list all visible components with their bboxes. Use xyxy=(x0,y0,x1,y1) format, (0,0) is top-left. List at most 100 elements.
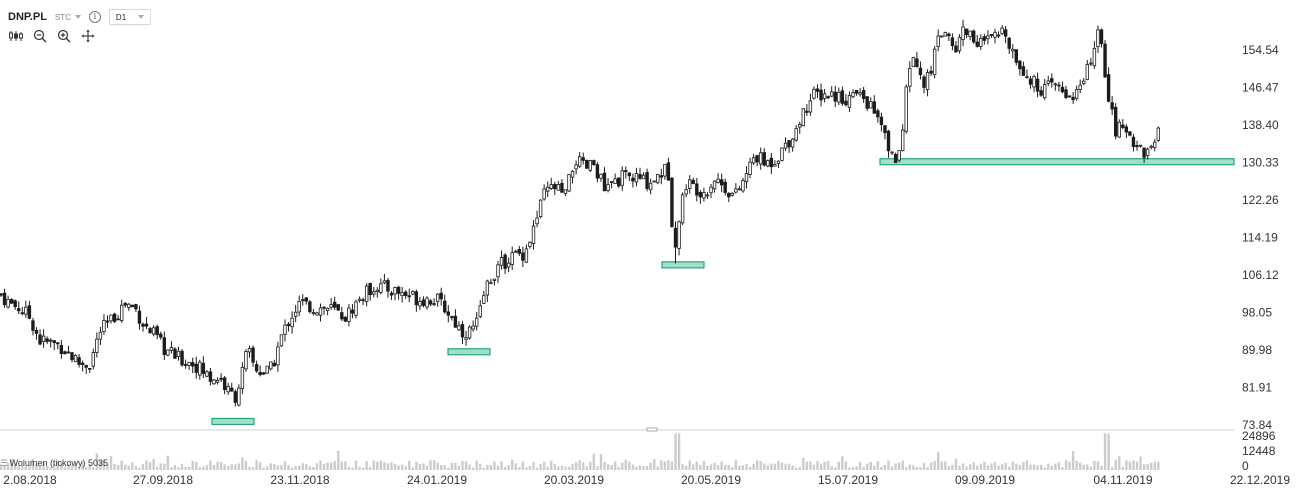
candle-body xyxy=(830,91,834,97)
candle-body xyxy=(127,303,131,308)
move-icon[interactable] xyxy=(80,28,96,44)
volume-bar xyxy=(195,461,198,470)
pane-resize-handle[interactable] xyxy=(646,427,658,432)
candle-body xyxy=(244,351,248,370)
volume-bar xyxy=(958,465,961,470)
candle-body xyxy=(677,221,681,249)
support-zones[interactable] xyxy=(211,158,1235,426)
volume-bar xyxy=(269,463,272,470)
volume-bar xyxy=(294,466,297,470)
candle-body xyxy=(382,280,387,284)
volume-bar xyxy=(1054,463,1057,470)
volume-bar xyxy=(116,464,120,470)
info-icon[interactable]: i xyxy=(88,11,101,23)
candle-body xyxy=(1000,27,1004,34)
volume-bar xyxy=(883,464,887,470)
x-tick-label: 20.05.2019 xyxy=(681,473,741,487)
volume-bar xyxy=(24,465,28,470)
candle-body xyxy=(176,350,181,358)
interval-select[interactable]: D1 xyxy=(108,9,152,25)
volume-bar xyxy=(986,465,990,470)
candle-body xyxy=(375,289,379,293)
candle-body xyxy=(556,184,561,191)
candle-body xyxy=(283,324,287,335)
volume-bar xyxy=(599,454,603,470)
volume-bar xyxy=(809,461,812,470)
candle-body xyxy=(134,304,138,310)
volume-bar xyxy=(752,463,755,470)
volume-bar xyxy=(74,462,77,470)
candle-body xyxy=(553,184,557,190)
candle-body xyxy=(609,181,614,184)
volume-bar xyxy=(564,466,567,470)
volume-bar xyxy=(869,462,872,470)
volume-bar xyxy=(42,462,45,470)
volume-bar xyxy=(887,460,890,470)
volume-bar xyxy=(503,466,507,470)
volume-bar xyxy=(1132,460,1135,470)
candle-body xyxy=(194,363,198,373)
volume-bar xyxy=(1146,463,1149,470)
volume-bar xyxy=(411,467,414,470)
volume-bar xyxy=(493,461,496,470)
volume-bar xyxy=(1125,460,1128,470)
candle-body xyxy=(350,309,355,314)
candle-body xyxy=(109,314,113,322)
candle-body xyxy=(1039,90,1043,96)
candle-body xyxy=(141,323,145,327)
volume-bar xyxy=(400,464,404,470)
candle-body xyxy=(1131,136,1136,148)
candle-body xyxy=(1035,78,1040,92)
candle-body xyxy=(343,316,348,322)
volume-bar xyxy=(1018,464,1022,470)
candle-body xyxy=(372,291,376,295)
volume-bar xyxy=(386,463,390,470)
candle-body xyxy=(940,35,944,38)
volume-bar xyxy=(170,467,173,470)
candle-body xyxy=(2,292,7,306)
volume-bar xyxy=(21,465,24,470)
volume-bar xyxy=(482,467,485,470)
volume-bar xyxy=(603,461,606,470)
candle-body xyxy=(151,327,156,335)
candle-body xyxy=(411,291,415,295)
candle-body xyxy=(205,371,209,377)
candle-body xyxy=(854,89,859,94)
candle-body xyxy=(265,365,269,374)
candle-body xyxy=(723,181,727,193)
candle-body xyxy=(766,160,770,167)
candle-body xyxy=(1071,96,1075,101)
candle-body xyxy=(1046,80,1050,84)
market-selector[interactable]: STC xyxy=(55,13,81,22)
symbol-label: DNP.PL xyxy=(8,11,47,23)
volume-bar xyxy=(922,462,926,470)
candles-icon[interactable] xyxy=(8,28,24,44)
candle-body xyxy=(27,305,32,319)
candle-body xyxy=(531,225,536,245)
candle-body xyxy=(954,45,958,53)
volume-bar xyxy=(45,466,49,470)
candle-body xyxy=(379,283,383,293)
candle-body xyxy=(311,312,316,314)
zoom-in-icon[interactable] xyxy=(56,28,72,44)
menu-icon[interactable]: ☰ xyxy=(0,458,8,468)
volume-bar xyxy=(582,462,585,470)
candle-body xyxy=(332,301,337,308)
volume-bar xyxy=(546,466,549,470)
candle-body xyxy=(120,304,124,321)
zoom-out-icon[interactable] xyxy=(32,28,48,44)
candle-body xyxy=(957,36,962,52)
candle-body xyxy=(336,304,340,311)
candle-body xyxy=(432,303,436,305)
candle-body xyxy=(1156,127,1160,141)
volume-bar xyxy=(791,465,794,470)
y-tick-label: 146.47 xyxy=(1242,81,1279,95)
volume-bar xyxy=(287,465,290,470)
candle-body xyxy=(819,89,823,101)
volume-bar xyxy=(755,460,759,470)
candle-body xyxy=(1060,86,1065,93)
candle-body xyxy=(496,264,500,278)
volume-bar xyxy=(415,461,418,470)
volume-bar xyxy=(0,464,3,470)
